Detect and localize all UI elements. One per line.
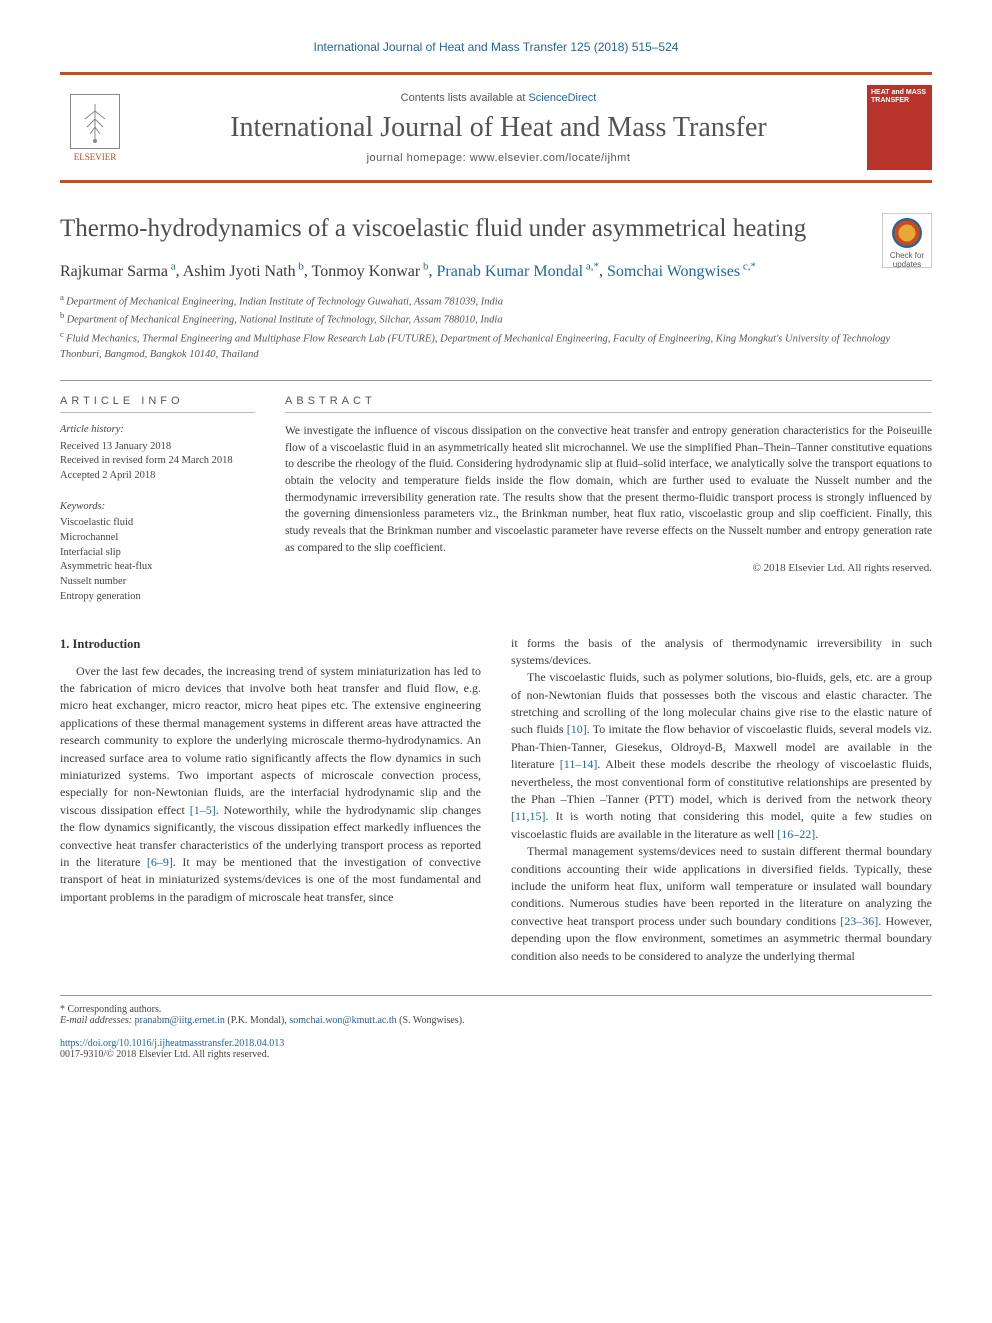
history-line: Received in revised form 24 March 2018: [60, 454, 255, 469]
keyword: Entropy generation: [60, 590, 255, 605]
publisher-name: ELSEVIER: [74, 152, 117, 162]
intro-paragraph-2: The viscoelastic fluids, such as polymer…: [511, 669, 932, 843]
history-line: Received 13 January 2018: [60, 440, 255, 455]
history-line: Accepted 2 April 2018: [60, 469, 255, 484]
body-column-right: it forms the basis of the analysis of th…: [511, 635, 932, 965]
author-affil-sup: a,*: [583, 260, 599, 272]
email-label: E-mail addresses:: [60, 1015, 135, 1026]
keyword: Microchannel: [60, 531, 255, 546]
doi-line: https://doi.org/10.1016/j.ijheatmasstran…: [60, 1038, 932, 1060]
elsevier-tree-icon: [70, 94, 120, 149]
ref-link-6-9[interactable]: [6–9]: [147, 855, 173, 869]
publisher-logo: ELSEVIER: [60, 88, 130, 168]
ref-link-23-36[interactable]: [23–36]: [840, 914, 878, 928]
author: Pranab Kumar Mondal a,*: [436, 263, 599, 280]
homepage-line: journal homepage: www.elsevier.com/locat…: [148, 152, 849, 164]
contents-available-line: Contents lists available at ScienceDirec…: [148, 92, 849, 104]
journal-cover-thumbnail: HEAT and MASS TRANSFER: [867, 85, 932, 170]
intro-paragraph-1: Over the last few decades, the increasin…: [60, 663, 481, 906]
author: Somchai Wongwises c,*: [607, 263, 756, 280]
email-link-1[interactable]: pranabm@iitg.ernet.in: [135, 1015, 225, 1026]
body-column-left: 1. Introduction Over the last few decade…: [60, 635, 481, 965]
footnotes: * Corresponding authors. E-mail addresse…: [60, 995, 932, 1060]
sciencedirect-link[interactable]: ScienceDirect: [528, 92, 596, 104]
ref-link-16-22[interactable]: [16–22]: [777, 827, 815, 841]
check-updates-badge[interactable]: Check for updates: [882, 213, 932, 268]
author: Rajkumar Sarma a: [60, 263, 176, 280]
ref-link-1-5[interactable]: [1–5]: [190, 803, 216, 817]
body-two-column: 1. Introduction Over the last few decade…: [60, 635, 932, 965]
header-center: Contents lists available at ScienceDirec…: [148, 92, 849, 164]
section-heading-intro: 1. Introduction: [60, 635, 481, 653]
issn-copyright: 0017-9310/© 2018 Elsevier Ltd. All right…: [60, 1049, 269, 1060]
check-updates-label: Check for updates: [890, 251, 924, 269]
cover-title: HEAT and MASS TRANSFER: [871, 89, 928, 104]
author: Tonmoy Konwar b: [312, 263, 429, 280]
abstract-label: ABSTRACT: [285, 395, 932, 413]
abstract-column: ABSTRACT We investigate the influence of…: [285, 395, 932, 605]
keyword: Viscoelastic fluid: [60, 516, 255, 531]
abstract-copyright: © 2018 Elsevier Ltd. All rights reserved…: [285, 562, 932, 574]
ref-link-10[interactable]: [10]: [567, 722, 587, 736]
article-info-label: ARTICLE INFO: [60, 395, 255, 413]
journal-reference: International Journal of Heat and Mass T…: [60, 40, 932, 54]
email-addresses: E-mail addresses: pranabm@iitg.ernet.in …: [60, 1015, 479, 1026]
email-who-1: (P.K. Mondal),: [225, 1015, 289, 1026]
info-abstract-row: ARTICLE INFO Article history: Received 1…: [60, 380, 932, 605]
ref-link-11-15[interactable]: [11,15]: [511, 809, 546, 823]
journal-header-banner: ELSEVIER Contents lists available at Sci…: [60, 72, 932, 183]
author-affil-sup: c,*: [740, 260, 756, 272]
abstract-text: We investigate the influence of viscous …: [285, 423, 932, 556]
author-affil-sup: a: [168, 260, 176, 272]
author: Ashim Jyoti Nath b: [183, 263, 304, 280]
homepage-url[interactable]: www.elsevier.com/locate/ijhmt: [470, 152, 631, 164]
author-link[interactable]: Somchai Wongwises: [607, 263, 740, 280]
crossmark-icon: [892, 218, 922, 248]
email-who-2: (S. Wongwises).: [397, 1015, 465, 1026]
affiliations: a Department of Mechanical Engineering, …: [60, 291, 932, 362]
keywords-block: Keywords: Viscoelastic fluidMicrochannel…: [60, 500, 255, 605]
doi-link[interactable]: https://doi.org/10.1016/j.ijheatmasstran…: [60, 1038, 284, 1049]
affiliation-line: b Department of Mechanical Engineering, …: [60, 309, 932, 328]
history-heading: Article history:: [60, 423, 255, 438]
keyword: Asymmetric heat-flux: [60, 560, 255, 575]
journal-title: International Journal of Heat and Mass T…: [148, 112, 849, 144]
author-affil-sup: b: [420, 260, 428, 272]
author-link[interactable]: Pranab Kumar Mondal: [436, 263, 583, 280]
author-affil-sup: b: [296, 260, 304, 272]
author-list: Rajkumar Sarma a, Ashim Jyoti Nath b, To…: [60, 260, 932, 280]
corresponding-author-note: * Corresponding authors.: [60, 1004, 479, 1015]
keyword: Interfacial slip: [60, 546, 255, 561]
homepage-prefix: journal homepage:: [367, 152, 470, 164]
affiliation-line: c Fluid Mechanics, Thermal Engineering a…: [60, 328, 932, 362]
affiliation-line: a Department of Mechanical Engineering, …: [60, 291, 932, 310]
article-info-column: ARTICLE INFO Article history: Received 1…: [60, 395, 255, 605]
article-history: Article history: Received 13 January 201…: [60, 423, 255, 484]
email-link-2[interactable]: somchai.won@kmutt.ac.th: [289, 1015, 396, 1026]
keyword: Nusselt number: [60, 575, 255, 590]
article-title: Thermo-hydrodynamics of a viscoelastic f…: [60, 213, 932, 244]
ref-link-11-14[interactable]: [11–14]: [560, 757, 598, 771]
keywords-heading: Keywords:: [60, 500, 255, 515]
intro-paragraph-3: Thermal management systems/devices need …: [511, 843, 932, 965]
contents-prefix: Contents lists available at: [401, 92, 529, 104]
intro-paragraph-1-cont: it forms the basis of the analysis of th…: [511, 635, 932, 670]
